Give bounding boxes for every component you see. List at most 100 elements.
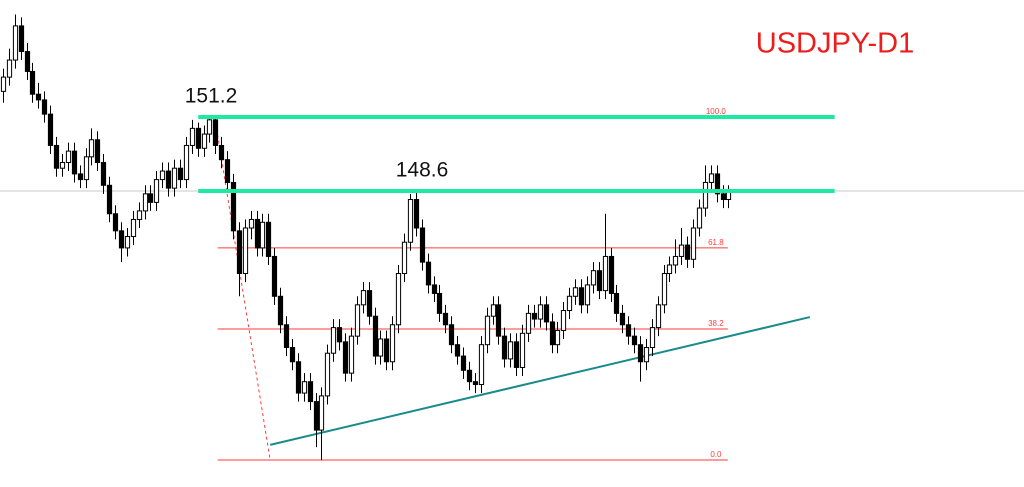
candle-body — [259, 221, 266, 249]
candle-body — [672, 255, 679, 266]
candle-body — [6, 59, 13, 78]
candle-body — [413, 199, 420, 229]
candle-body — [59, 162, 66, 169]
candle-body — [136, 210, 143, 220]
candle-body — [301, 381, 308, 394]
candle-body — [531, 312, 538, 320]
candle-body — [608, 255, 615, 294]
candle-body — [224, 159, 231, 183]
candle-body — [661, 273, 668, 306]
candle-body — [696, 207, 703, 229]
candle-body — [619, 312, 626, 326]
candle-body — [584, 284, 591, 306]
candle-body — [519, 332, 526, 368]
candle-body — [177, 167, 184, 181]
candle-body — [643, 347, 650, 363]
candle-body — [354, 304, 361, 337]
candle-body — [271, 255, 278, 297]
candle-body — [18, 25, 25, 53]
candle-body — [77, 173, 84, 181]
candle-body — [118, 230, 125, 249]
candle-body — [395, 273, 402, 326]
candle-body — [171, 167, 178, 189]
candle-body — [218, 144, 225, 161]
candle-body — [41, 99, 48, 115]
candle-body — [24, 51, 31, 72]
candle-body — [407, 199, 414, 243]
candle-body — [100, 162, 107, 186]
candle-body — [472, 381, 479, 386]
fib-level-label: 0.0 — [710, 450, 722, 459]
candle-body — [153, 179, 160, 203]
candle-body — [554, 329, 561, 346]
candle-body — [484, 315, 491, 346]
candle-body — [88, 139, 95, 158]
fib-level-label: 38.2 — [708, 319, 724, 328]
candle-body — [649, 327, 656, 349]
candle-body — [448, 324, 455, 346]
candle-body — [702, 181, 709, 209]
candle-body — [348, 335, 355, 374]
candle-body — [525, 312, 532, 334]
candle-body — [189, 127, 196, 146]
candle-body — [537, 304, 544, 320]
candle-body — [590, 270, 597, 286]
candle-body — [324, 352, 331, 397]
candle-body — [602, 255, 609, 292]
candle-body — [372, 315, 379, 357]
candle-body — [47, 113, 54, 146]
chart-title: USDJPY-D1 — [756, 28, 914, 60]
candle-body — [613, 292, 620, 314]
candle-body — [242, 227, 249, 275]
candle-body — [478, 344, 485, 386]
candle-body — [124, 236, 131, 249]
candle-body — [35, 93, 42, 101]
candle-body — [142, 193, 149, 212]
candle-body — [230, 181, 237, 232]
candle-body — [720, 193, 727, 201]
candle-body — [295, 361, 302, 394]
candle-body — [342, 341, 349, 374]
candle-body — [65, 150, 72, 164]
candle-body — [53, 144, 60, 169]
candle-body — [625, 324, 632, 337]
candle-body — [112, 213, 119, 232]
candle-body — [206, 119, 213, 135]
candle-body — [0, 76, 7, 92]
candle-body — [313, 401, 320, 431]
candle-body — [513, 341, 520, 368]
candle-body — [401, 241, 408, 275]
key-level-label: 151.2 — [185, 85, 238, 108]
candle-body — [637, 344, 644, 363]
candle-body — [560, 310, 567, 331]
fib-level-label: 61.8 — [708, 238, 724, 247]
candle-body — [631, 335, 638, 346]
fib-anchor-line — [214, 116, 271, 461]
candle-body — [596, 270, 603, 292]
candle-body — [495, 304, 502, 337]
candle-body — [265, 221, 272, 257]
candle-body — [678, 244, 685, 257]
candle-body — [147, 193, 154, 203]
candle-body — [29, 70, 36, 95]
candle-body — [425, 261, 432, 286]
candle-body — [389, 324, 396, 363]
candle-body — [159, 170, 166, 181]
candle-body — [690, 227, 697, 260]
candle-body — [307, 381, 314, 403]
candle-body — [248, 218, 255, 229]
candle-body — [277, 295, 284, 326]
candle-body — [655, 304, 662, 329]
candle-body — [330, 327, 337, 354]
key-level-label: 148.6 — [396, 159, 449, 182]
candle-body — [714, 173, 721, 195]
candle-body — [212, 119, 219, 146]
trendline — [269, 316, 811, 446]
candle-body — [442, 312, 449, 326]
candle-body — [572, 287, 579, 297]
candle-body — [490, 304, 497, 317]
candle-body — [684, 244, 691, 260]
candle-body — [289, 347, 296, 363]
candle-body — [377, 338, 384, 357]
